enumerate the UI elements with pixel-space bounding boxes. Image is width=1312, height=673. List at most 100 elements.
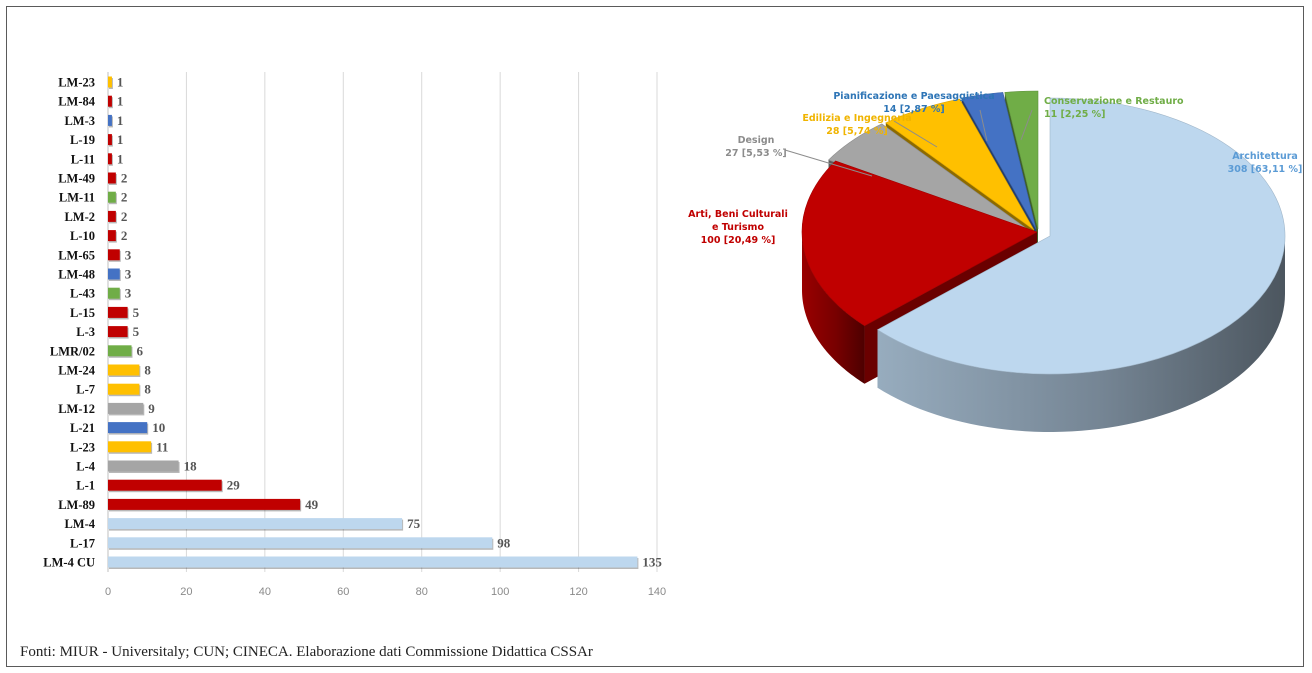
- category-label: LM-3: [64, 114, 95, 128]
- bar: [108, 287, 120, 299]
- bar-value-label: 29: [227, 478, 241, 493]
- bar-value-label: 2: [121, 209, 128, 224]
- pie-slice-rim: [877, 236, 1285, 432]
- category-label: L-21: [70, 421, 95, 435]
- bar-value-label: 1: [117, 132, 124, 147]
- bar-value-label: 2: [121, 171, 128, 186]
- pie-slice-top: [885, 98, 1035, 231]
- category-label: LM-2: [64, 210, 95, 224]
- pie-value-label: 100 [20,49 %]: [701, 235, 776, 246]
- category-label: LM-24: [58, 364, 96, 378]
- bar-value-label: 98: [497, 535, 511, 550]
- source-note: Fonti: MIUR - Universitaly; CUN; CINECA.…: [20, 644, 593, 660]
- x-tick-label: 0: [105, 586, 111, 598]
- bar-value-label: 8: [144, 363, 151, 378]
- pie-category-label: Pianificazione e Paesaggistica: [833, 91, 994, 102]
- x-tick-label: 40: [259, 586, 271, 598]
- bar: [108, 191, 116, 203]
- category-label: L-3: [76, 325, 95, 339]
- bar: [108, 306, 128, 318]
- category-label: L-10: [70, 229, 95, 243]
- category-label: LM-23: [58, 76, 95, 90]
- pie-label-arti: Arti, Beni Culturali e Turismo 100 [20,49 …: [688, 209, 788, 246]
- bar-value-label: 5: [133, 305, 140, 320]
- bar: [108, 556, 638, 568]
- bar-value-label: 1: [117, 94, 124, 109]
- leader-line: [979, 109, 988, 142]
- bar-value-label: 135: [642, 555, 662, 570]
- bar: [108, 210, 116, 222]
- category-label: LM-89: [58, 498, 95, 512]
- category-label: L-11: [71, 152, 95, 166]
- bar: [108, 95, 112, 107]
- bar: [108, 364, 140, 376]
- pie-slice-top: [961, 92, 1037, 230]
- category-label: LM-65: [58, 248, 95, 262]
- category-label: LM-48: [58, 268, 95, 282]
- bar: [108, 479, 222, 491]
- category-label: LM-84: [58, 95, 96, 109]
- pie-slice-top: [801, 160, 1038, 327]
- x-tick-label: 80: [416, 586, 428, 598]
- bar: [108, 134, 112, 146]
- category-label: L-23: [70, 440, 95, 454]
- pie-slice-top: [1004, 90, 1039, 230]
- pie-value-label: 308 [63,11 %]: [1228, 164, 1303, 175]
- pie-value-label: 27 [5,53 %]: [725, 148, 786, 159]
- category-label: L-17: [70, 536, 95, 550]
- bar: [108, 268, 120, 280]
- pie-category-label: Conservazione e Restauro: [1044, 96, 1184, 107]
- category-label: L-43: [70, 287, 95, 301]
- bar-value-label: 8: [144, 382, 151, 397]
- bar: [108, 114, 112, 126]
- leader-line: [893, 120, 938, 148]
- bar: [108, 518, 403, 530]
- bar: [108, 402, 144, 414]
- category-label: LM-49: [58, 172, 95, 186]
- bar-value-label: 49: [305, 497, 319, 512]
- category-label: LMR/02: [50, 344, 95, 358]
- category-label: LM-4: [64, 517, 95, 531]
- bar-value-label: 3: [125, 267, 132, 282]
- pie-category-label: Design: [738, 135, 775, 146]
- x-tick-label: 60: [337, 586, 349, 598]
- pie-label-conservazione: Conservazione e Restauro 11 [2,25 %]: [1044, 96, 1184, 120]
- category-label: LM-11: [59, 191, 95, 205]
- bar: [108, 537, 493, 549]
- bar-value-label: 3: [125, 286, 132, 301]
- bar: [108, 383, 140, 395]
- bar: [108, 422, 148, 434]
- pie-label-pianificazione: Pianificazione e Paesaggistica 14 [2,87 %…: [833, 91, 994, 115]
- x-tick-label: 100: [491, 586, 509, 598]
- bar-value-label: 10: [152, 420, 165, 435]
- x-tick-label: 20: [180, 586, 192, 598]
- bar-value-label: 1: [117, 151, 124, 166]
- pie-category-label: e Turismo: [712, 222, 764, 233]
- bar: [108, 326, 128, 338]
- leader-line: [784, 149, 873, 177]
- bar-value-label: 1: [117, 75, 124, 90]
- pie-slice-top: [876, 97, 1286, 375]
- bar-value-label: 18: [184, 459, 198, 474]
- bar: [108, 460, 179, 472]
- pie-category-label: Architettura: [1232, 151, 1298, 162]
- bar: [108, 441, 152, 453]
- bar: [108, 76, 112, 88]
- category-label: L-4: [76, 460, 96, 474]
- bar-value-label: 5: [133, 324, 140, 339]
- bar: [108, 498, 301, 510]
- bar-value-label: 9: [148, 401, 155, 416]
- pie-label-edilizia: Edilizia e Ingegneria 28 [5,74 %]: [802, 113, 911, 137]
- category-label: L-1: [76, 479, 95, 493]
- x-tick-label: 120: [569, 586, 587, 598]
- pie-value-label: 11 [2,25 %]: [1044, 109, 1105, 120]
- pie-slice-architettura: [876, 97, 1286, 432]
- category-label: L-7: [76, 383, 95, 397]
- pie-category-label: Arti, Beni Culturali: [688, 209, 788, 220]
- pie-value-label: 14 [2,87 %]: [883, 104, 944, 115]
- bar-value-label: 3: [125, 247, 132, 262]
- bar: [108, 172, 116, 184]
- pie-value-label: 28 [5,74 %]: [826, 126, 887, 137]
- pie-label-architettura: Architettura 308 [63,11 %]: [1228, 151, 1303, 175]
